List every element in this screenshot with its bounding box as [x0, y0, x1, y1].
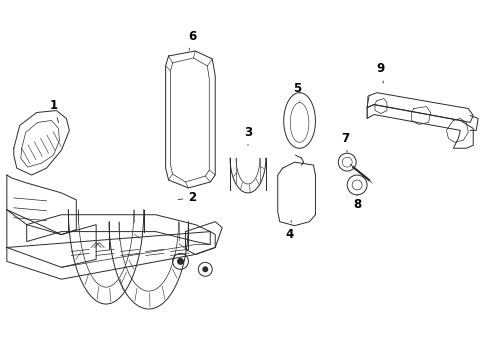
Text: 9: 9: [376, 62, 384, 83]
Text: 5: 5: [293, 82, 301, 101]
Text: 6: 6: [188, 30, 196, 50]
Circle shape: [177, 258, 183, 264]
Text: 7: 7: [341, 132, 348, 152]
Text: 4: 4: [285, 220, 293, 241]
Text: 1: 1: [49, 99, 59, 123]
Text: 2: 2: [178, 192, 196, 204]
Circle shape: [203, 267, 207, 272]
Text: 8: 8: [352, 195, 361, 211]
Text: 3: 3: [244, 126, 251, 145]
